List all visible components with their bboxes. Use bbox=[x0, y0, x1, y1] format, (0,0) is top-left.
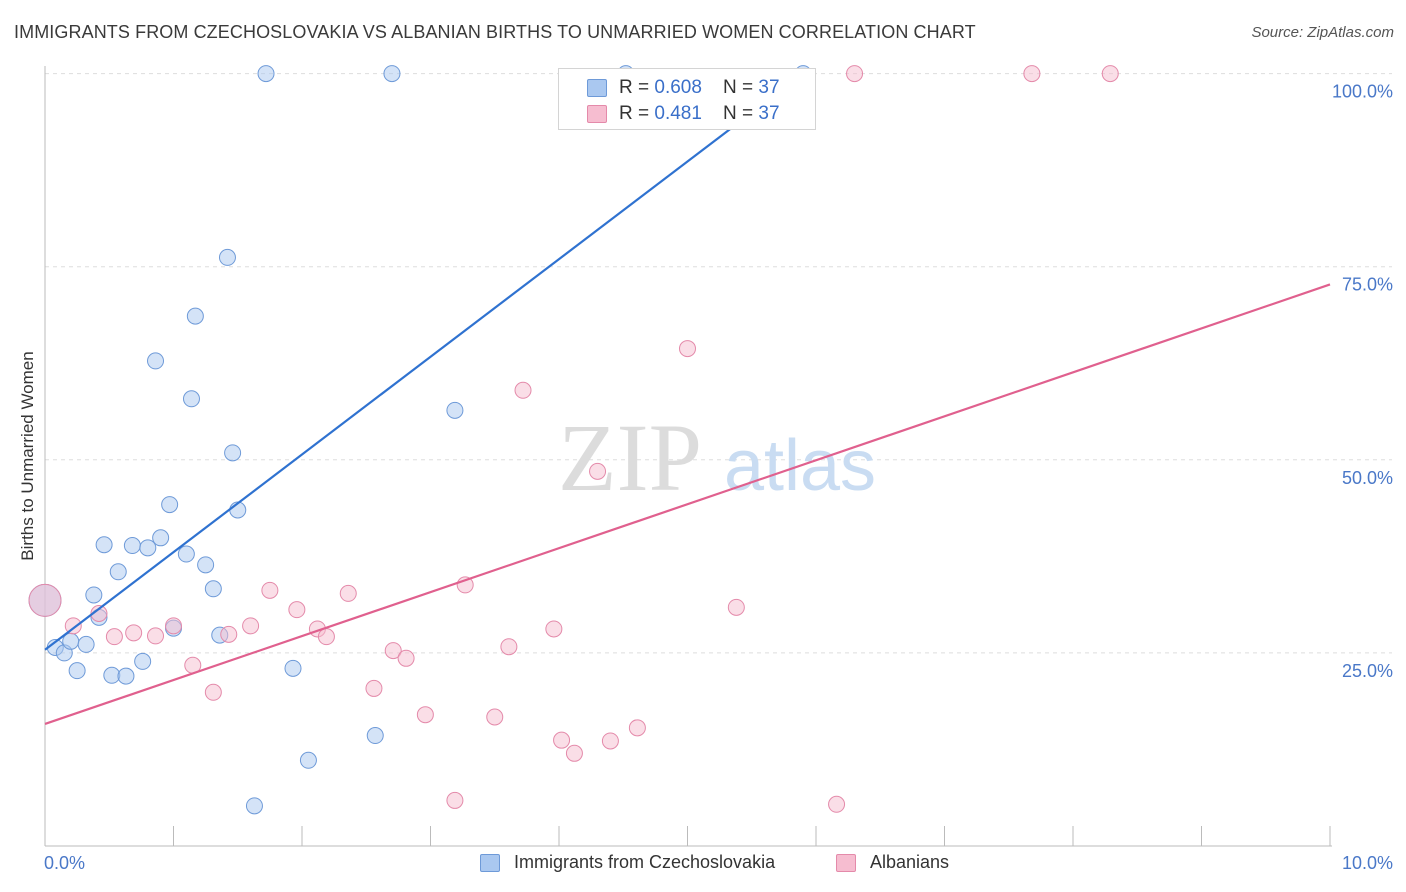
data-point-czech bbox=[197, 556, 215, 574]
data-point-albanian bbox=[565, 744, 583, 762]
data-point-albanian bbox=[846, 65, 864, 83]
data-point-albanian bbox=[727, 598, 745, 616]
data-point-albanian bbox=[601, 732, 619, 750]
data-point-albanian bbox=[679, 340, 696, 358]
stats-legend: R = 0.608 N = 37 R = 0.481 N = 37 bbox=[558, 68, 816, 130]
data-point-czech bbox=[366, 727, 384, 745]
data-point-czech bbox=[123, 537, 141, 555]
data-point-albanian bbox=[828, 795, 846, 813]
legend-r-label: R = bbox=[619, 77, 655, 98]
data-point-czech bbox=[95, 536, 113, 554]
grid-layer bbox=[45, 73, 1392, 654]
data-point-albanian bbox=[514, 381, 532, 399]
trend-layer bbox=[44, 72, 1331, 725]
data-point-czech bbox=[85, 586, 103, 604]
data-point-albanian bbox=[397, 649, 415, 667]
legend-swatch-albanian bbox=[587, 105, 607, 123]
data-point-albanian bbox=[545, 620, 563, 638]
data-point-albanian bbox=[500, 638, 518, 656]
data-point-czech bbox=[218, 248, 236, 266]
data-point-czech bbox=[257, 65, 275, 83]
legend-r-label: R = bbox=[619, 103, 655, 124]
data-point-albanian bbox=[589, 462, 607, 480]
chart-title: IMMIGRANTS FROM CZECHOSLOVAKIA VS ALBANI… bbox=[14, 22, 976, 42]
data-point-albanian bbox=[416, 706, 434, 724]
data-point-albanian bbox=[242, 617, 260, 635]
data-point-albanian bbox=[446, 791, 464, 809]
y-tick-label: 100.0% bbox=[1332, 82, 1393, 102]
legend-swatch-czech bbox=[587, 79, 607, 97]
legend-swatch-albanian bbox=[836, 854, 856, 872]
data-point-czech bbox=[77, 635, 95, 653]
trend-line-albanian bbox=[44, 283, 1331, 725]
data-point-albanian bbox=[64, 617, 82, 635]
data-point-czech bbox=[186, 307, 204, 325]
data-point-czech bbox=[446, 401, 464, 419]
data-point-albanian bbox=[1101, 65, 1119, 83]
legend-n-value: 37 bbox=[758, 77, 780, 98]
data-point-albanian bbox=[28, 583, 62, 617]
data-point-czech bbox=[224, 444, 242, 462]
data-point-czech bbox=[177, 545, 195, 563]
data-point-czech bbox=[299, 751, 317, 769]
data-point-czech bbox=[109, 563, 127, 581]
legend-label-albanian: Albanians bbox=[870, 852, 950, 872]
legend-n-label: N = bbox=[723, 77, 759, 98]
data-point-albanian bbox=[165, 617, 182, 635]
data-point-albanian bbox=[220, 625, 238, 643]
points-layer bbox=[28, 65, 1119, 815]
data-point-czech bbox=[245, 797, 263, 815]
data-point-albanian bbox=[486, 708, 504, 726]
data-point-albanian bbox=[105, 628, 123, 646]
x-tick-label: 0.0% bbox=[44, 853, 85, 873]
legend-swatch-czech bbox=[480, 854, 500, 872]
trend-line-czech bbox=[44, 72, 804, 651]
data-point-czech bbox=[139, 539, 157, 557]
data-point-czech bbox=[68, 662, 86, 680]
data-point-albanian bbox=[261, 581, 279, 599]
data-point-czech bbox=[147, 352, 165, 370]
legend-r-value: 0.608 bbox=[654, 77, 702, 98]
legend-n-value: 37 bbox=[758, 103, 780, 124]
data-point-czech bbox=[284, 659, 302, 677]
data-point-albanian bbox=[317, 628, 335, 646]
data-point-albanian bbox=[1023, 65, 1041, 83]
data-point-czech bbox=[182, 390, 200, 408]
legend-label-czech: Immigrants from Czechoslovakia bbox=[514, 852, 776, 872]
axis-layer: 25.0% 50.0% 75.0% 100.0% 0.0% 10.0% bbox=[44, 66, 1393, 873]
data-point-albanian bbox=[288, 601, 306, 619]
data-point-albanian bbox=[204, 683, 222, 701]
data-point-albanian bbox=[125, 624, 143, 642]
data-point-albanian bbox=[339, 584, 357, 602]
data-point-albanian bbox=[384, 642, 402, 660]
data-point-czech bbox=[117, 667, 135, 685]
data-point-czech bbox=[103, 666, 121, 684]
data-point-albanian bbox=[628, 719, 646, 737]
data-point-czech bbox=[134, 652, 152, 670]
x-tick-label: 10.0% bbox=[1342, 853, 1393, 873]
data-point-albanian bbox=[365, 679, 383, 697]
data-point-czech bbox=[383, 65, 401, 83]
legend-r-value: 0.481 bbox=[654, 103, 702, 124]
data-point-albanian bbox=[147, 627, 165, 645]
data-point-czech bbox=[161, 496, 179, 514]
data-point-czech bbox=[204, 580, 222, 598]
y-tick-label: 75.0% bbox=[1342, 275, 1393, 295]
source-credit: Source: ZipAtlas.com bbox=[1251, 24, 1394, 41]
legend-n-label: N = bbox=[723, 103, 759, 124]
data-point-albanian bbox=[553, 731, 571, 749]
watermark-zip: ZIP bbox=[558, 404, 702, 511]
y-tick-label: 50.0% bbox=[1342, 468, 1393, 488]
y-tick-label: 25.0% bbox=[1342, 661, 1393, 681]
data-point-czech bbox=[152, 529, 170, 547]
